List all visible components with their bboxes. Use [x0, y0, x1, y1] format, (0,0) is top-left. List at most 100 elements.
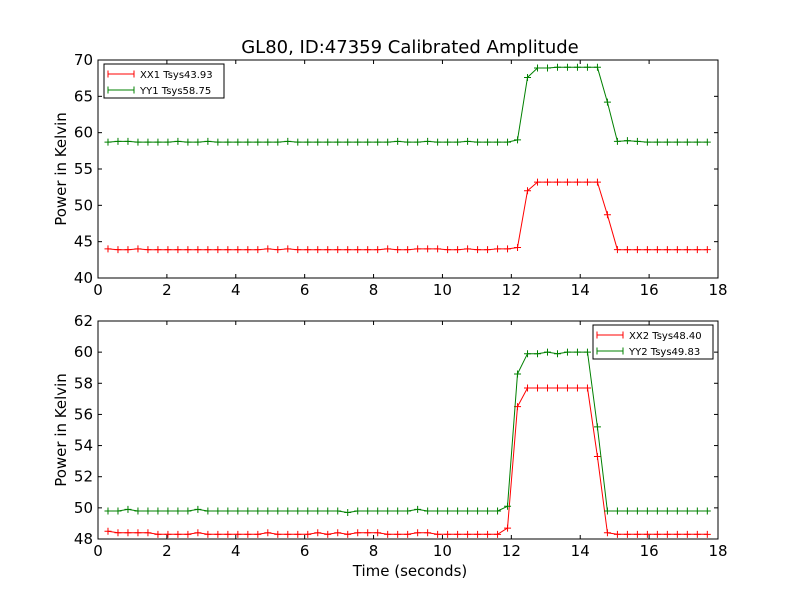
data-point: [274, 138, 282, 146]
data-point: [474, 507, 482, 515]
data-point: [434, 530, 442, 538]
data-point: [484, 507, 492, 515]
data-point: [683, 138, 691, 146]
top-y-ticks: 40 45 50 55 60 65 70: [74, 51, 718, 287]
data-point: [464, 530, 472, 538]
x-tick-label: 4: [231, 542, 241, 560]
data-point: [544, 384, 551, 392]
data-point: [494, 138, 502, 146]
bottom-y-axis-label: Power in Kelvin: [52, 373, 70, 487]
data-point: [623, 507, 631, 515]
data-point: [144, 529, 152, 537]
data-point: [583, 384, 591, 392]
data-point: [314, 529, 322, 537]
data-point: [404, 246, 412, 254]
data-point: [314, 507, 322, 515]
data-point: [394, 530, 402, 538]
data-point: [464, 137, 472, 145]
data-point: [234, 138, 242, 146]
data-point: [194, 505, 202, 513]
data-point: [274, 530, 282, 538]
data-point: [514, 370, 522, 378]
data-point: [464, 507, 472, 515]
y-tick-label: 50: [74, 196, 93, 214]
data-point: [254, 246, 262, 254]
y-tick-label: 60: [74, 343, 93, 361]
data-point: [633, 137, 641, 145]
data-point: [563, 384, 571, 392]
legend-marker: [596, 347, 624, 355]
chart-title: GL80, ID:47359 Calibrated Amplitude: [241, 37, 579, 58]
legend-box: [592, 324, 714, 360]
data-point: [104, 527, 112, 535]
data-point: [104, 507, 112, 515]
data-point: [663, 138, 671, 146]
data-point: [553, 63, 561, 71]
data-point: [174, 507, 182, 515]
data-point: [284, 245, 292, 253]
data-point: [573, 384, 581, 392]
data-point: [583, 178, 591, 186]
data-point: [593, 178, 601, 186]
data-point: [464, 245, 472, 253]
data-point: [224, 138, 232, 146]
data-point: [324, 507, 332, 515]
data-point: [394, 507, 402, 515]
data-point: [484, 530, 492, 538]
y-tick-label: 60: [74, 124, 93, 142]
data-point: [683, 530, 691, 538]
data-point: [154, 530, 162, 538]
data-point: [124, 529, 132, 537]
bottom-y-ticks: 48 50 52 54 56 58 60 62: [74, 312, 718, 548]
data-point: [613, 530, 621, 538]
data-point: [204, 246, 212, 254]
data-point: [653, 246, 661, 254]
data-point: [434, 245, 442, 253]
data-point: [114, 137, 122, 145]
data-point: [134, 245, 142, 253]
data-point: [334, 507, 342, 515]
data-point: [514, 243, 522, 251]
data-point: [683, 507, 691, 515]
data-point: [524, 187, 532, 195]
data-point: [344, 138, 352, 146]
data-point: [394, 246, 402, 254]
data-point: [603, 507, 611, 515]
data-point: [354, 246, 362, 254]
data-point: [573, 63, 581, 71]
bottom-plot-frame: [97, 320, 719, 540]
data-point: [643, 138, 651, 146]
data-point: [344, 246, 352, 254]
top-x-ticks: 0 2 4 6 8 10 12 14 16 18: [93, 60, 728, 299]
data-point: [633, 246, 641, 254]
data-point: [534, 64, 542, 72]
data-point: [264, 507, 272, 515]
data-point: [613, 507, 621, 515]
data-point: [194, 529, 202, 537]
y-tick-label: 70: [74, 51, 93, 69]
x-tick-label: 8: [369, 281, 379, 299]
data-point: [553, 384, 561, 392]
data-point: [404, 138, 412, 146]
data-point: [643, 507, 651, 515]
data-point: [653, 507, 661, 515]
data-point: [693, 507, 701, 515]
data-point: [174, 246, 182, 254]
x-tick-label: 14: [571, 281, 590, 299]
x-tick-label: 2: [162, 542, 172, 560]
data-point: [144, 246, 152, 254]
data-point: [184, 530, 192, 538]
data-point: [224, 507, 232, 515]
data-point: [444, 138, 452, 146]
y-tick-label: 54: [74, 437, 93, 455]
data-point: [294, 530, 302, 538]
data-point: [314, 246, 322, 254]
x-tick-label: 14: [571, 542, 590, 560]
data-point: [563, 348, 571, 356]
data-point: [264, 529, 272, 537]
legend-label: YY2 Tsys49.83: [628, 347, 700, 358]
y-tick-label: 55: [74, 160, 93, 178]
data-point: [284, 507, 292, 515]
data-point: [284, 530, 292, 538]
data-point: [374, 529, 382, 537]
